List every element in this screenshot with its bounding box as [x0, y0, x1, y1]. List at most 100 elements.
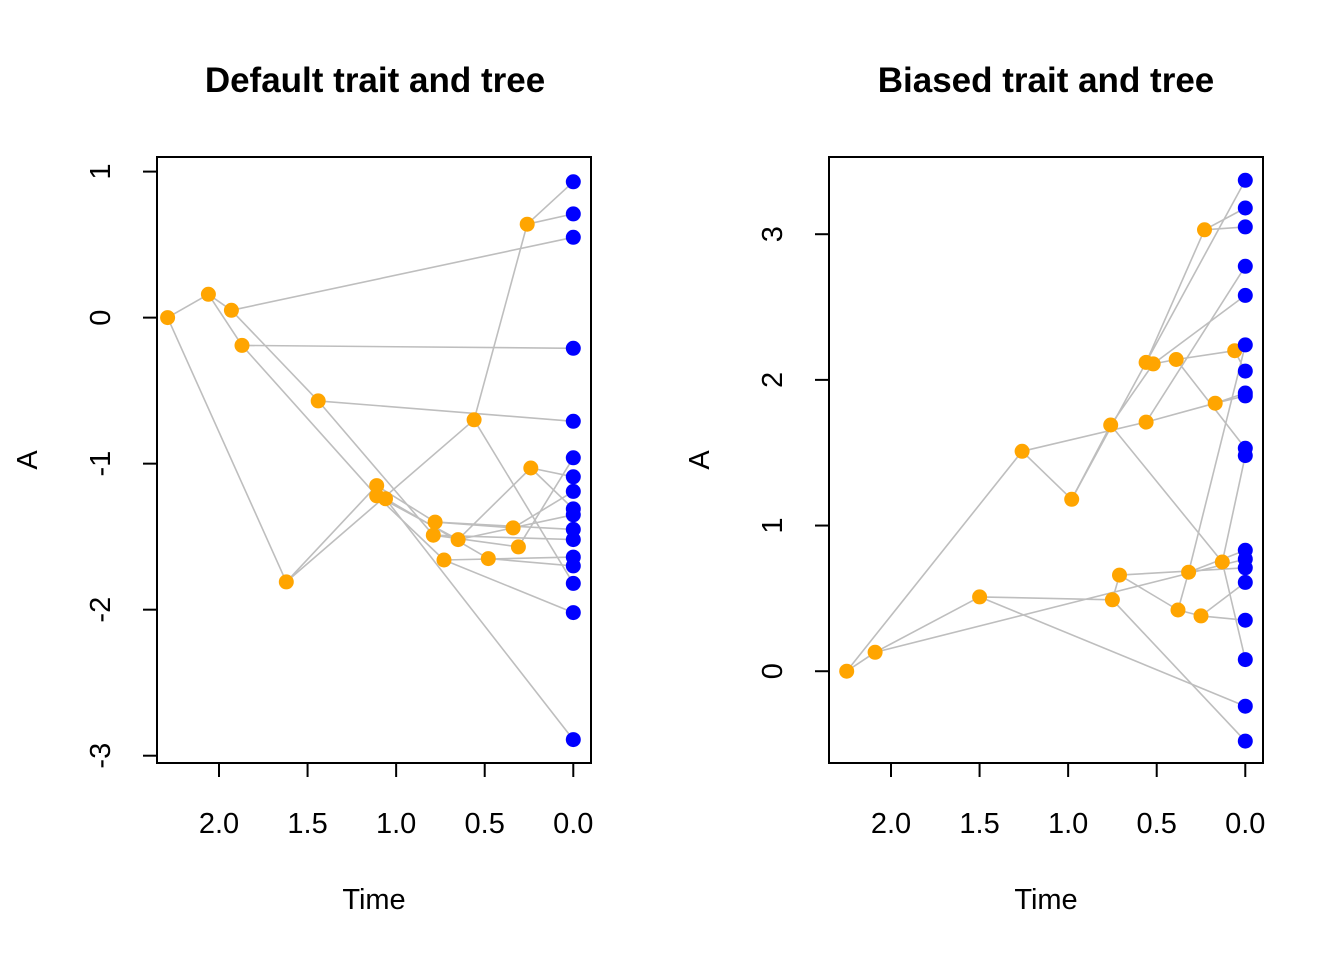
internal-node-point — [223, 302, 239, 318]
internal-node-point — [972, 589, 988, 605]
tree-edge — [318, 400, 574, 423]
tree-edge — [979, 596, 1246, 707]
x-axis: 2.0 1.5 1.0 0.5 0.0 — [199, 762, 593, 840]
x-tick-label: 2.0 — [199, 808, 239, 840]
chart-title: Default trait and tree — [205, 61, 545, 100]
internal-node-point — [1145, 356, 1161, 372]
x-tick-label: 0.5 — [1137, 808, 1177, 840]
tip-node-point — [1237, 287, 1253, 303]
internal-node-point — [1207, 395, 1223, 411]
tip-node-point — [1237, 448, 1253, 464]
x-tick-label: 0.0 — [553, 808, 593, 840]
tree-edges — [166, 181, 574, 741]
internal-node-point — [378, 491, 393, 507]
tree-edge — [1021, 450, 1073, 500]
tree-edge — [317, 400, 434, 536]
y-axis-label: A — [684, 450, 716, 470]
tip-node-point — [1237, 733, 1253, 749]
internal-node-point — [839, 663, 855, 679]
tree-edge — [1145, 265, 1246, 423]
y-axis: 0 1 2 3 — [757, 226, 830, 679]
tree-edge — [1176, 349, 1235, 361]
internal-node-point — [1197, 222, 1212, 238]
internal-node-point — [1112, 567, 1127, 583]
tree-edge — [846, 450, 1023, 672]
tip-node-point — [565, 483, 581, 499]
tree-edge — [473, 223, 528, 421]
y-axis-label: A — [12, 450, 44, 470]
internal-node-point — [466, 412, 482, 428]
internal-node-point — [436, 552, 452, 568]
x-tick-label: 1.5 — [287, 808, 327, 840]
tip-node-point — [1237, 388, 1253, 404]
internal-node-point — [278, 574, 294, 590]
internal-node-point — [310, 393, 326, 409]
tree-edge — [1221, 455, 1247, 563]
tree-edge — [376, 495, 445, 561]
tree-edge — [1200, 581, 1246, 617]
tree-edge — [1187, 344, 1247, 573]
tip-node-point — [565, 174, 581, 190]
chart-panel-biased: Biased trait and tree 2.0 1.5 1.0 0.5 0.0 0 1… — [684, 61, 1265, 916]
internal-node-point — [867, 644, 883, 660]
y-tick-label: 2 — [757, 372, 789, 388]
y-tick-label: -1 — [85, 451, 117, 477]
tree-edge — [166, 317, 288, 583]
chart-panel-default: Default trait and tree 2.0 1.5 1.0 0.5 0.0 1… — [12, 61, 593, 916]
tip-node-point — [565, 558, 581, 574]
tree-edge — [241, 344, 574, 350]
tree-edge — [530, 467, 574, 510]
tree-edge — [230, 309, 319, 402]
tree-edge — [1110, 363, 1154, 426]
internal-node-point — [1170, 602, 1186, 618]
y-tick-label: -2 — [85, 597, 117, 623]
x-tick-label: 1.0 — [376, 808, 416, 840]
tip-node-point — [1237, 698, 1253, 714]
internal-node-point — [160, 310, 176, 326]
tip-node-point — [1237, 363, 1253, 379]
tree-edge — [526, 181, 574, 225]
x-axis: 2.0 1.5 1.0 0.5 0.0 — [871, 762, 1265, 840]
tree-edge — [457, 467, 532, 541]
y-tick-label: 0 — [757, 663, 789, 679]
tip-node-point — [1237, 219, 1253, 235]
internal-node-point — [1103, 417, 1119, 433]
tree-edge — [527, 213, 574, 225]
internal-node-point — [425, 527, 441, 543]
tree-edge — [1070, 424, 1112, 500]
internal-node-point — [1181, 564, 1197, 580]
tree-edge — [473, 419, 574, 584]
x-tick-label: 1.5 — [959, 808, 999, 840]
tip-node-point — [1237, 337, 1253, 353]
tip-node-point — [565, 605, 581, 621]
tree-nodes — [160, 174, 581, 748]
internal-node-point — [450, 532, 466, 548]
tree-edge — [207, 293, 243, 346]
internal-node-point — [519, 216, 535, 232]
chart-title: Biased trait and tree — [878, 61, 1215, 100]
x-tick-label: 2.0 — [871, 808, 911, 840]
tip-node-point — [565, 469, 581, 485]
x-tick-label: 0.5 — [465, 808, 505, 840]
tip-node-point — [565, 507, 581, 523]
tree-edges — [846, 179, 1247, 742]
internal-node-point — [505, 520, 521, 536]
tree-edge — [517, 457, 574, 548]
y-tick-label: 3 — [757, 226, 789, 242]
x-axis-label: Time — [342, 884, 405, 916]
tree-edge — [443, 556, 574, 561]
tip-node-point — [1237, 172, 1253, 188]
tree-edge — [435, 521, 574, 531]
tip-node-point — [565, 229, 581, 245]
tree-edge — [384, 498, 574, 741]
tree-edge — [443, 559, 574, 614]
tree-edge — [1204, 207, 1246, 231]
internal-node-point — [1168, 352, 1184, 367]
tree-edge — [433, 534, 519, 548]
tree-edge — [167, 293, 209, 319]
tree-edge — [488, 557, 574, 567]
internal-node-point — [1014, 443, 1030, 459]
tree-edge — [512, 490, 574, 529]
tree-edge — [1145, 229, 1206, 363]
